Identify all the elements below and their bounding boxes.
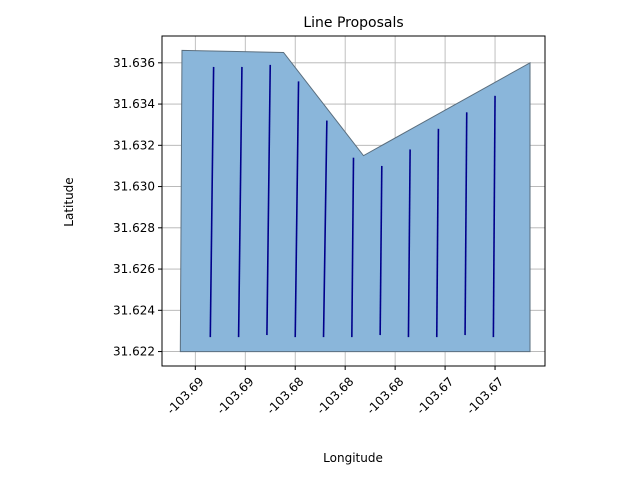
area-polygon-layer bbox=[179, 49, 531, 353]
proposal-line-10 bbox=[464, 112, 468, 336]
proposal-line-4 bbox=[294, 81, 300, 338]
proposal-line-6 bbox=[351, 157, 355, 338]
x-tick-label: -103.68 bbox=[264, 374, 307, 417]
y-tick-label: 31.628 bbox=[113, 221, 155, 235]
y-axis-ticks: 31.622 31.624 31.626 31.628 31.630 31.632 31.6… bbox=[113, 56, 162, 359]
proposal-lines bbox=[209, 64, 496, 338]
y-tick-label: 31.630 bbox=[113, 180, 155, 194]
y-tick-label: 31.622 bbox=[113, 345, 155, 359]
proposal-line-7 bbox=[379, 165, 383, 336]
x-tick-label: -103.68 bbox=[364, 374, 407, 417]
x-tick-label: -103.69 bbox=[164, 374, 207, 417]
y-tick-label: 31.632 bbox=[113, 138, 155, 152]
proposal-line-3 bbox=[266, 64, 272, 336]
proposal-line-9 bbox=[435, 128, 440, 338]
y-tick-label: 31.626 bbox=[113, 262, 155, 276]
x-tick-label: -103.67 bbox=[414, 374, 457, 417]
x-axis-label: Longitude bbox=[323, 451, 383, 465]
proposal-line-5 bbox=[322, 120, 328, 338]
y-tick-label: 31.636 bbox=[113, 56, 155, 70]
x-tick-label: -103.67 bbox=[464, 374, 507, 417]
plot-frame bbox=[161, 35, 546, 367]
proposal-line-8 bbox=[407, 149, 411, 338]
area-polygon bbox=[179, 49, 531, 353]
x-tick-label: -103.68 bbox=[314, 374, 357, 417]
chart-title: Line Proposals bbox=[303, 15, 403, 31]
proposal-line-11 bbox=[492, 95, 496, 338]
proposal-line-2 bbox=[237, 66, 243, 338]
y-tick-label: 31.634 bbox=[113, 97, 155, 111]
x-axis-ticks: -103.69 -103.69 -103.68 -103.68 -103.68 -103.… bbox=[164, 366, 506, 417]
y-tick-label: 31.624 bbox=[113, 303, 155, 317]
x-tick-label: -103.69 bbox=[214, 374, 257, 417]
y-axis-label: Latitude bbox=[62, 177, 76, 226]
proposal-line-1 bbox=[209, 66, 215, 338]
